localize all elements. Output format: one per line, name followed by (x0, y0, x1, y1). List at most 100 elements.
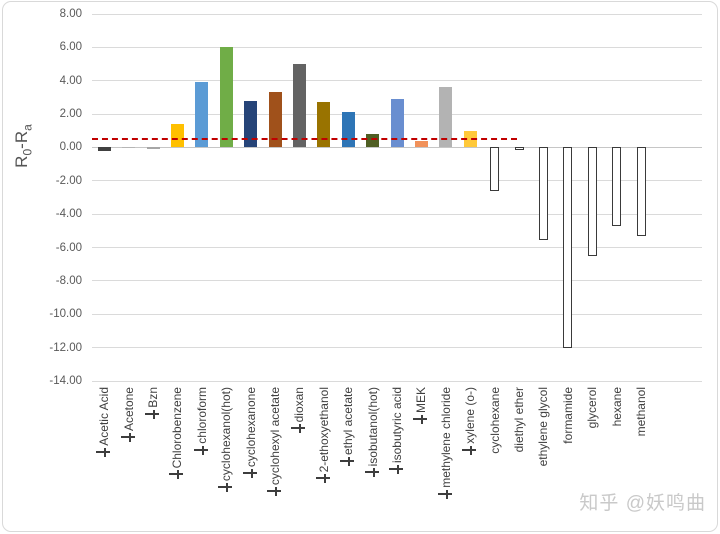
x-axis-label-text: formamide (560, 387, 575, 444)
y-tick-label: 8.00 (59, 8, 82, 20)
x-axis-label-isobutyric-acid: isobutyric acid (387, 383, 407, 533)
gridline (92, 380, 702, 382)
x-axis-label-text: Bzn (146, 387, 160, 408)
label-tick-mark-icon (169, 470, 183, 479)
y-tick-label: -2.00 (55, 174, 82, 187)
x-axis-label-text: cyclohexanone (243, 387, 258, 468)
x-axis-label-text: cyclohexanol(hot) (219, 387, 234, 482)
bar-hexane (612, 147, 622, 226)
bar-mek (414, 140, 428, 148)
bar-cyclohexanone (244, 100, 258, 148)
label-tick-mark-icon (218, 483, 232, 492)
gridline (92, 347, 702, 349)
gridline (92, 247, 702, 249)
bar-cyclohexanol-hot- (219, 47, 233, 148)
label-tick-mark-icon (340, 457, 354, 466)
x-axis-label-text: Acetic Acid (97, 387, 112, 446)
x-axis-label-text: methanol (634, 387, 648, 437)
y-tick-label: 0.00 (59, 141, 82, 154)
x-axis-label-text: 2-ethoxyethanol (316, 387, 331, 473)
label-tick-mark-icon (243, 469, 257, 478)
y-axis-title-suba: a (20, 124, 35, 131)
x-axis-label-text: Chlorobenzene (170, 387, 185, 469)
x-axis-label-cyclohexane: cyclohexane (485, 383, 505, 533)
bar-cyclohexane (490, 147, 500, 191)
x-axis-label-text: Acetone (121, 387, 136, 432)
x-axis-label-xylene-o-: xylene (o-) (460, 383, 480, 533)
x-axis-label-text: cyclohexyl acetate (268, 387, 282, 486)
gridline (92, 146, 702, 148)
x-axis-label-2-ethoxyethanol: 2-ethoxyethanol (314, 383, 334, 533)
x-axis-label-text: ethyl acetate (341, 387, 356, 456)
label-tick-mark-icon (194, 446, 208, 455)
label-tick-mark-icon (365, 468, 379, 477)
label-tick-mark-icon (96, 448, 110, 457)
x-axis-label-bzn: Bzn (143, 383, 163, 533)
x-axis-label-text: diethyl ether (512, 387, 526, 453)
y-tick-label: -14.00 (49, 375, 82, 387)
bar-methanol (636, 147, 646, 236)
x-axis-label-cyclohexyl-acetate: cyclohexyl acetate (265, 383, 285, 533)
bar-ethyl-acetate (341, 112, 355, 148)
bar-chloroform (195, 82, 209, 148)
x-axis-label-cyclohexanone: cyclohexanone (241, 383, 261, 533)
label-tick-mark-icon (291, 424, 305, 433)
y-tick-label: -12.00 (49, 341, 82, 354)
gridline (92, 46, 702, 48)
watermark: 知乎 @妖鸣曲 (579, 493, 706, 514)
x-axis-label-chloroform: chloroform (192, 383, 212, 533)
label-tick-mark-icon (438, 490, 452, 499)
label-tick-mark-icon (121, 433, 135, 442)
bar-isobutanol-hot- (366, 134, 380, 148)
bar-cyclohexyl-acetate (268, 92, 282, 148)
gridline (92, 213, 702, 215)
gridline (92, 13, 702, 15)
y-tick-label: 2.00 (59, 108, 82, 121)
x-axis-label-methylene-chloride: methylene chloride (436, 383, 456, 533)
label-tick-mark-icon (316, 474, 330, 483)
bar-glycerol (587, 147, 597, 256)
y-axis-title-text: R (12, 155, 31, 168)
label-tick-mark-icon (267, 487, 281, 496)
x-axis-label-acetone: Acetone (119, 383, 139, 533)
x-axis-label-dioxan: dioxan (289, 383, 309, 533)
x-axis-label-text: isobutanol(hot) (365, 387, 380, 467)
bar-dioxan (292, 64, 306, 148)
y-tick-label: 4.00 (59, 74, 82, 87)
x-axis-label-formamide: formamide (558, 383, 578, 533)
y-tick-label: -8.00 (55, 274, 82, 287)
y-tick-label: -4.00 (55, 208, 82, 221)
gridline (92, 180, 702, 182)
bar-2-ethoxyethanol (317, 102, 331, 148)
bar-chlorobenzene (170, 124, 184, 148)
x-axis-label-text: methylene chloride (438, 387, 453, 488)
label-tick-mark-icon (462, 446, 476, 455)
bar-bzn (146, 147, 160, 149)
x-axis-label-text: xylene (o-) (463, 387, 478, 444)
gridline (92, 80, 702, 82)
y-tick-label: -10.00 (49, 308, 82, 321)
bar-acetic-acid (97, 147, 111, 151)
label-tick-mark-icon (413, 415, 427, 424)
x-axis-label-diethyl-ether: diethyl ether (509, 383, 529, 533)
x-axis-label-ethylene-glycol: ethylene glycol (533, 383, 553, 533)
x-axis-label-text: hexane (609, 387, 624, 427)
y-tick-label: 6.00 (59, 41, 82, 54)
x-axis-label-ethyl-acetate: ethyl acetate (338, 383, 358, 533)
x-axis-label-text: cyclohexane (487, 387, 502, 454)
bar-methylene-chloride (439, 87, 453, 148)
x-axis-label-text: MEK (414, 387, 429, 414)
label-tick-mark-icon (389, 465, 403, 474)
y-tick-label: -6.00 (55, 241, 82, 254)
x-axis-label-isobutanol-hot-: isobutanol(hot) (363, 383, 383, 533)
x-axis-label-text: ethylene glycol (536, 387, 551, 467)
x-axis-label-acetic-acid: Acetic Acid (94, 383, 114, 533)
bar-isobutyric-acid (390, 99, 404, 148)
x-axis-label-chlorobenzene: Chlorobenzene (167, 383, 187, 533)
gridline (92, 313, 702, 315)
x-axis-label-text: glycerol (585, 387, 600, 429)
bar-formamide (563, 147, 573, 348)
x-axis-label-mek: MEK (411, 383, 431, 533)
